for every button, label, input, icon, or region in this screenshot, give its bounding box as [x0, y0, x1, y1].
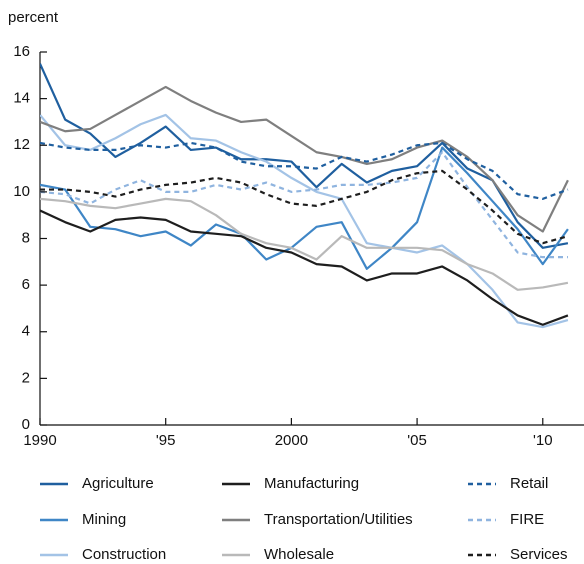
y-tick-label: 2	[22, 369, 30, 386]
legend-label: FIRE	[510, 511, 544, 528]
y-tick-label: 16	[13, 43, 30, 60]
series-line	[40, 113, 569, 329]
y-axis-label: percent	[8, 9, 59, 26]
x-tick-label: '05	[407, 432, 427, 449]
series-line	[40, 197, 569, 291]
x-tick-label: '95	[156, 432, 176, 449]
legend-label: Agriculture	[82, 475, 154, 492]
legend-label: Retail	[510, 475, 548, 492]
plot-area	[40, 63, 569, 329]
series-line	[40, 141, 569, 200]
x-tick-label: '10	[533, 432, 553, 449]
legend-label: Transportation/Utilities	[264, 511, 413, 528]
y-tick-label: 4	[22, 323, 30, 340]
legend-label: Construction	[82, 546, 166, 563]
y-tick-label: 10	[13, 183, 30, 200]
x-tick-label: 2000	[275, 432, 308, 449]
series-line	[40, 146, 569, 270]
legend-label: Wholesale	[264, 546, 334, 563]
series-line	[40, 63, 569, 249]
y-tick-label: 6	[22, 276, 30, 293]
y-tick-label: 14	[13, 90, 30, 107]
y-tick-label: 8	[22, 229, 30, 246]
y-tick-label: 12	[13, 136, 30, 153]
legend-label: Services	[510, 546, 568, 563]
series-line	[40, 169, 569, 245]
series-line	[40, 209, 569, 326]
x-tick-label: 1990	[23, 432, 56, 449]
legend-label: Manufacturing	[264, 475, 359, 492]
series-line	[40, 151, 568, 259]
y-tick-label: 0	[22, 416, 30, 433]
legend-label: Mining	[82, 511, 126, 528]
series-line	[40, 85, 569, 233]
